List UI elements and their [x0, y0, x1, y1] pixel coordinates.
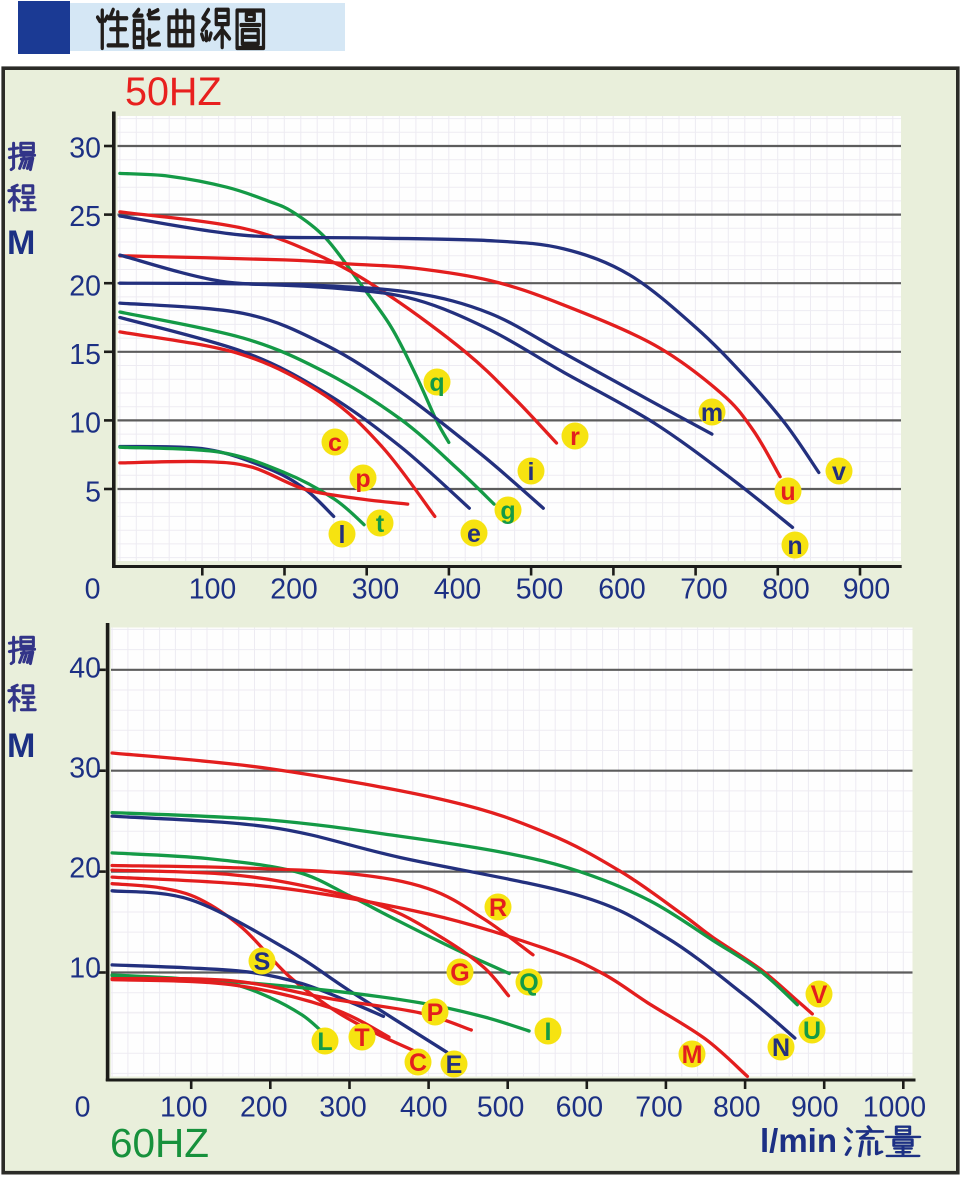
svg-text:g: g: [500, 497, 515, 525]
svg-text:25: 25: [69, 201, 101, 233]
svg-text:100: 100: [189, 574, 237, 606]
svg-text:400: 400: [400, 1092, 448, 1124]
svg-text:M: M: [7, 727, 35, 765]
svg-text:E: E: [446, 1051, 463, 1079]
svg-text:600: 600: [556, 1092, 604, 1124]
svg-text:R: R: [489, 894, 507, 922]
svg-text:30: 30: [69, 133, 101, 165]
svg-text:m: m: [701, 399, 723, 427]
svg-text:500: 500: [477, 1092, 525, 1124]
svg-text:U: U: [803, 1017, 821, 1045]
svg-text:G: G: [450, 959, 469, 987]
svg-text:60HZ: 60HZ: [110, 1120, 209, 1166]
svg-text:900: 900: [843, 574, 891, 606]
svg-text:P: P: [427, 999, 444, 1027]
svg-text:300: 300: [319, 1092, 367, 1124]
svg-text:v: v: [832, 458, 846, 486]
svg-text:V: V: [811, 981, 828, 1009]
svg-text:c: c: [328, 429, 342, 457]
svg-text:T: T: [354, 1024, 369, 1052]
svg-text:500: 500: [516, 574, 564, 606]
svg-text:1000: 1000: [863, 1092, 926, 1124]
svg-text:20: 20: [69, 853, 101, 885]
svg-text:900: 900: [791, 1092, 839, 1124]
svg-text:Q: Q: [519, 969, 538, 997]
svg-text:r: r: [570, 423, 580, 451]
svg-text:700: 700: [680, 574, 728, 606]
svg-text:i: i: [528, 458, 535, 486]
svg-text:200: 200: [270, 574, 318, 606]
svg-text:l/min: l/min: [760, 1122, 837, 1159]
svg-text:0: 0: [75, 1092, 91, 1124]
svg-text:p: p: [355, 465, 370, 493]
svg-text:600: 600: [598, 574, 646, 606]
svg-text:300: 300: [352, 574, 400, 606]
svg-text:10: 10: [69, 408, 101, 440]
svg-text:M: M: [682, 1041, 703, 1069]
svg-text:50HZ: 50HZ: [125, 70, 222, 114]
svg-text:40: 40: [69, 653, 101, 685]
svg-text:10: 10: [69, 953, 101, 985]
svg-text:15: 15: [69, 339, 101, 371]
svg-text:u: u: [780, 478, 795, 506]
svg-text:20: 20: [69, 271, 101, 303]
svg-text:200: 200: [240, 1092, 288, 1124]
svg-text:L: L: [317, 1028, 332, 1056]
svg-text:C: C: [409, 1049, 427, 1077]
svg-text:t: t: [376, 510, 385, 538]
svg-text:700: 700: [635, 1092, 683, 1124]
svg-text:800: 800: [713, 1092, 761, 1124]
svg-text:l: l: [339, 521, 346, 549]
svg-text:5: 5: [85, 477, 101, 509]
svg-text:S: S: [254, 948, 271, 976]
svg-text:e: e: [467, 520, 481, 548]
svg-text:100: 100: [160, 1092, 208, 1124]
svg-text:800: 800: [762, 574, 810, 606]
svg-text:400: 400: [434, 574, 482, 606]
svg-text:n: n: [787, 532, 802, 560]
svg-text:M: M: [7, 224, 35, 262]
svg-text:q: q: [429, 369, 444, 397]
svg-text:N: N: [772, 1034, 790, 1062]
svg-text:30: 30: [69, 753, 101, 785]
svg-text:0: 0: [85, 574, 101, 606]
svg-text:I: I: [545, 1018, 552, 1046]
